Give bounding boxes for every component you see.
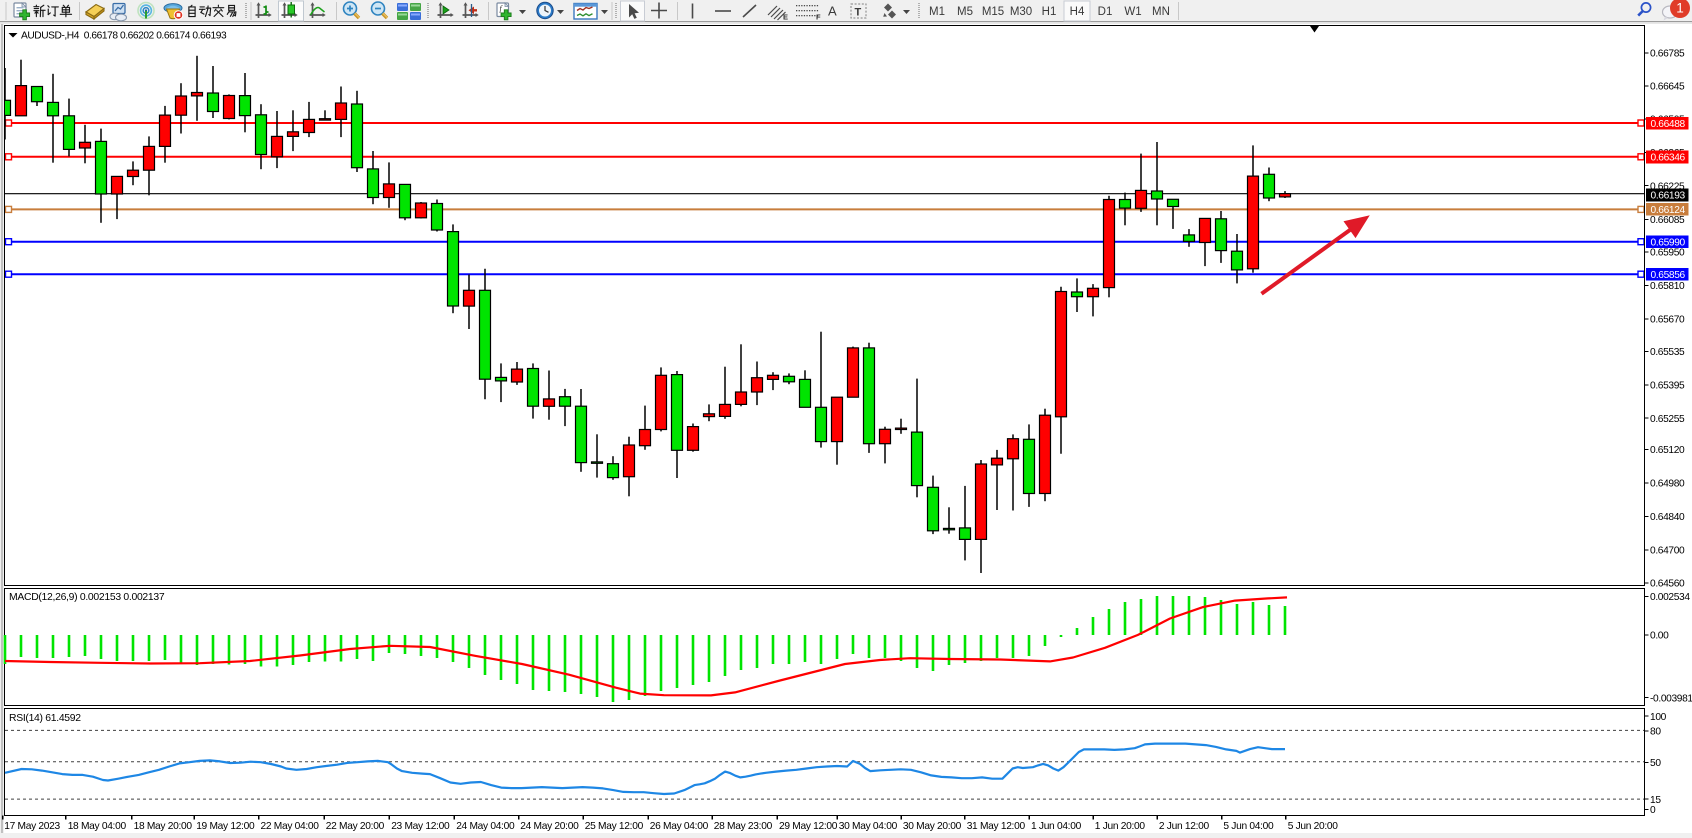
svg-text:0.64560: 0.64560 bbox=[1650, 579, 1685, 590]
svg-text:2 Jun 12:00: 2 Jun 12:00 bbox=[1159, 821, 1210, 832]
svg-text:0: 0 bbox=[1650, 805, 1656, 816]
svg-text:MN: MN bbox=[1152, 6, 1170, 18]
svg-text:18 May 04:00: 18 May 04:00 bbox=[68, 821, 127, 832]
svg-text:M30: M30 bbox=[1010, 6, 1032, 18]
svg-text:M5: M5 bbox=[957, 6, 973, 18]
svg-text:25 May 12:00: 25 May 12:00 bbox=[585, 821, 644, 832]
svg-text:0.65810: 0.65810 bbox=[1650, 281, 1685, 292]
svg-text:0.64700: 0.64700 bbox=[1650, 546, 1685, 557]
svg-text:0.65395: 0.65395 bbox=[1650, 381, 1685, 392]
svg-text:M15: M15 bbox=[982, 6, 1004, 18]
svg-text:100: 100 bbox=[1650, 712, 1667, 723]
svg-text:MACD(12,26,9) 0.002153 0.00213: MACD(12,26,9) 0.002153 0.002137 bbox=[9, 592, 165, 603]
svg-text:0.65120: 0.65120 bbox=[1650, 445, 1685, 456]
svg-text:0.00: 0.00 bbox=[1650, 631, 1669, 642]
svg-text:M1: M1 bbox=[929, 6, 945, 18]
svg-text:1 Jun 04:00: 1 Jun 04:00 bbox=[1031, 821, 1082, 832]
svg-text:F: F bbox=[816, 13, 821, 22]
svg-text:23 May 12:00: 23 May 12:00 bbox=[391, 821, 450, 832]
svg-text:E: E bbox=[783, 13, 788, 22]
svg-text:0.66124: 0.66124 bbox=[1651, 205, 1686, 216]
svg-text:0.66488: 0.66488 bbox=[1651, 119, 1686, 130]
svg-text:0.66193: 0.66193 bbox=[1651, 191, 1686, 202]
svg-text:0.65950: 0.65950 bbox=[1650, 248, 1685, 259]
svg-text:31 May 12:00: 31 May 12:00 bbox=[967, 821, 1026, 832]
svg-text:29 May 12:00: 29 May 12:00 bbox=[779, 821, 838, 832]
svg-text:24 May 04:00: 24 May 04:00 bbox=[456, 821, 515, 832]
svg-text:5 Jun 20:00: 5 Jun 20:00 bbox=[1288, 821, 1339, 832]
svg-text:0.65670: 0.65670 bbox=[1650, 315, 1685, 326]
svg-text:19 May 12:00: 19 May 12:00 bbox=[196, 821, 255, 832]
svg-text:0.66346: 0.66346 bbox=[1651, 153, 1686, 164]
svg-text:0.66785: 0.66785 bbox=[1650, 49, 1685, 60]
svg-text:18 May 20:00: 18 May 20:00 bbox=[134, 821, 193, 832]
svg-text:0.66645: 0.66645 bbox=[1650, 82, 1685, 93]
svg-text:1 Jun 20:00: 1 Jun 20:00 bbox=[1095, 821, 1146, 832]
svg-text:26 May 04:00: 26 May 04:00 bbox=[650, 821, 709, 832]
svg-text:A: A bbox=[828, 4, 837, 19]
svg-text:17 May 2023: 17 May 2023 bbox=[4, 821, 60, 832]
svg-text:H4: H4 bbox=[1070, 6, 1085, 18]
svg-text:0.002534: 0.002534 bbox=[1650, 592, 1690, 603]
svg-text:5 Jun 04:00: 5 Jun 04:00 bbox=[1223, 821, 1274, 832]
svg-text:AUDUSD-,H4 0.66178 0.66202 0.: AUDUSD-,H4 0.66178 0.66202 0.66174 0.661… bbox=[21, 30, 227, 41]
svg-text:D1: D1 bbox=[1098, 6, 1113, 18]
svg-text:T: T bbox=[855, 7, 862, 19]
svg-text:0.65255: 0.65255 bbox=[1650, 414, 1685, 425]
svg-text:0.64980: 0.64980 bbox=[1650, 479, 1685, 490]
svg-text:0.66225: 0.66225 bbox=[1650, 181, 1685, 192]
svg-text:22 May 20:00: 22 May 20:00 bbox=[326, 821, 385, 832]
svg-text:15: 15 bbox=[1650, 795, 1661, 806]
svg-text:28 May 23:00: 28 May 23:00 bbox=[714, 821, 773, 832]
svg-text:RSI(14) 61.4592: RSI(14) 61.4592 bbox=[9, 713, 81, 724]
svg-text:30 May 20:00: 30 May 20:00 bbox=[903, 821, 962, 832]
svg-text:W1: W1 bbox=[1124, 6, 1141, 18]
svg-text:H1: H1 bbox=[1042, 6, 1057, 18]
svg-text:-0.003981: -0.003981 bbox=[1650, 693, 1692, 704]
svg-text:f: f bbox=[500, 4, 504, 13]
svg-text:30 May 04:00: 30 May 04:00 bbox=[839, 821, 898, 832]
svg-text:0.66085: 0.66085 bbox=[1650, 215, 1685, 226]
svg-text:0.65856: 0.65856 bbox=[1651, 270, 1686, 281]
svg-text:80: 80 bbox=[1650, 727, 1661, 738]
svg-text:50: 50 bbox=[1650, 758, 1661, 769]
svg-text:24 May 20:00: 24 May 20:00 bbox=[520, 821, 579, 832]
svg-text:1: 1 bbox=[1676, 1, 1684, 16]
svg-text:0.64840: 0.64840 bbox=[1650, 512, 1685, 523]
svg-text:0.65535: 0.65535 bbox=[1650, 347, 1685, 358]
svg-text:22 May 04:00: 22 May 04:00 bbox=[261, 821, 320, 832]
svg-text:0.65990: 0.65990 bbox=[1651, 237, 1686, 248]
